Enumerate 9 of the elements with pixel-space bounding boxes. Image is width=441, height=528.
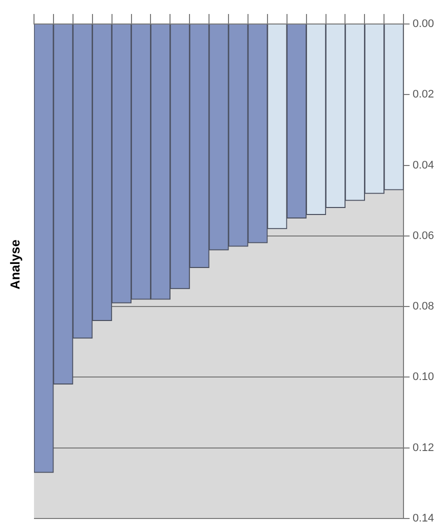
y-tick-label: 0.10 [412,371,434,384]
y-tick-label: 0.00 [412,18,434,30]
y-tick-label: 0.08 [412,300,434,313]
text: Analyse [8,239,22,289]
y-tick-label: 0.02 [412,88,434,101]
y-tick-label: 0.06 [412,230,434,242]
y-tick-label: 0.04 [412,159,434,172]
y-tick-label: 0.14 [412,512,434,524]
y-tick-label: 0.12 [412,442,434,454]
